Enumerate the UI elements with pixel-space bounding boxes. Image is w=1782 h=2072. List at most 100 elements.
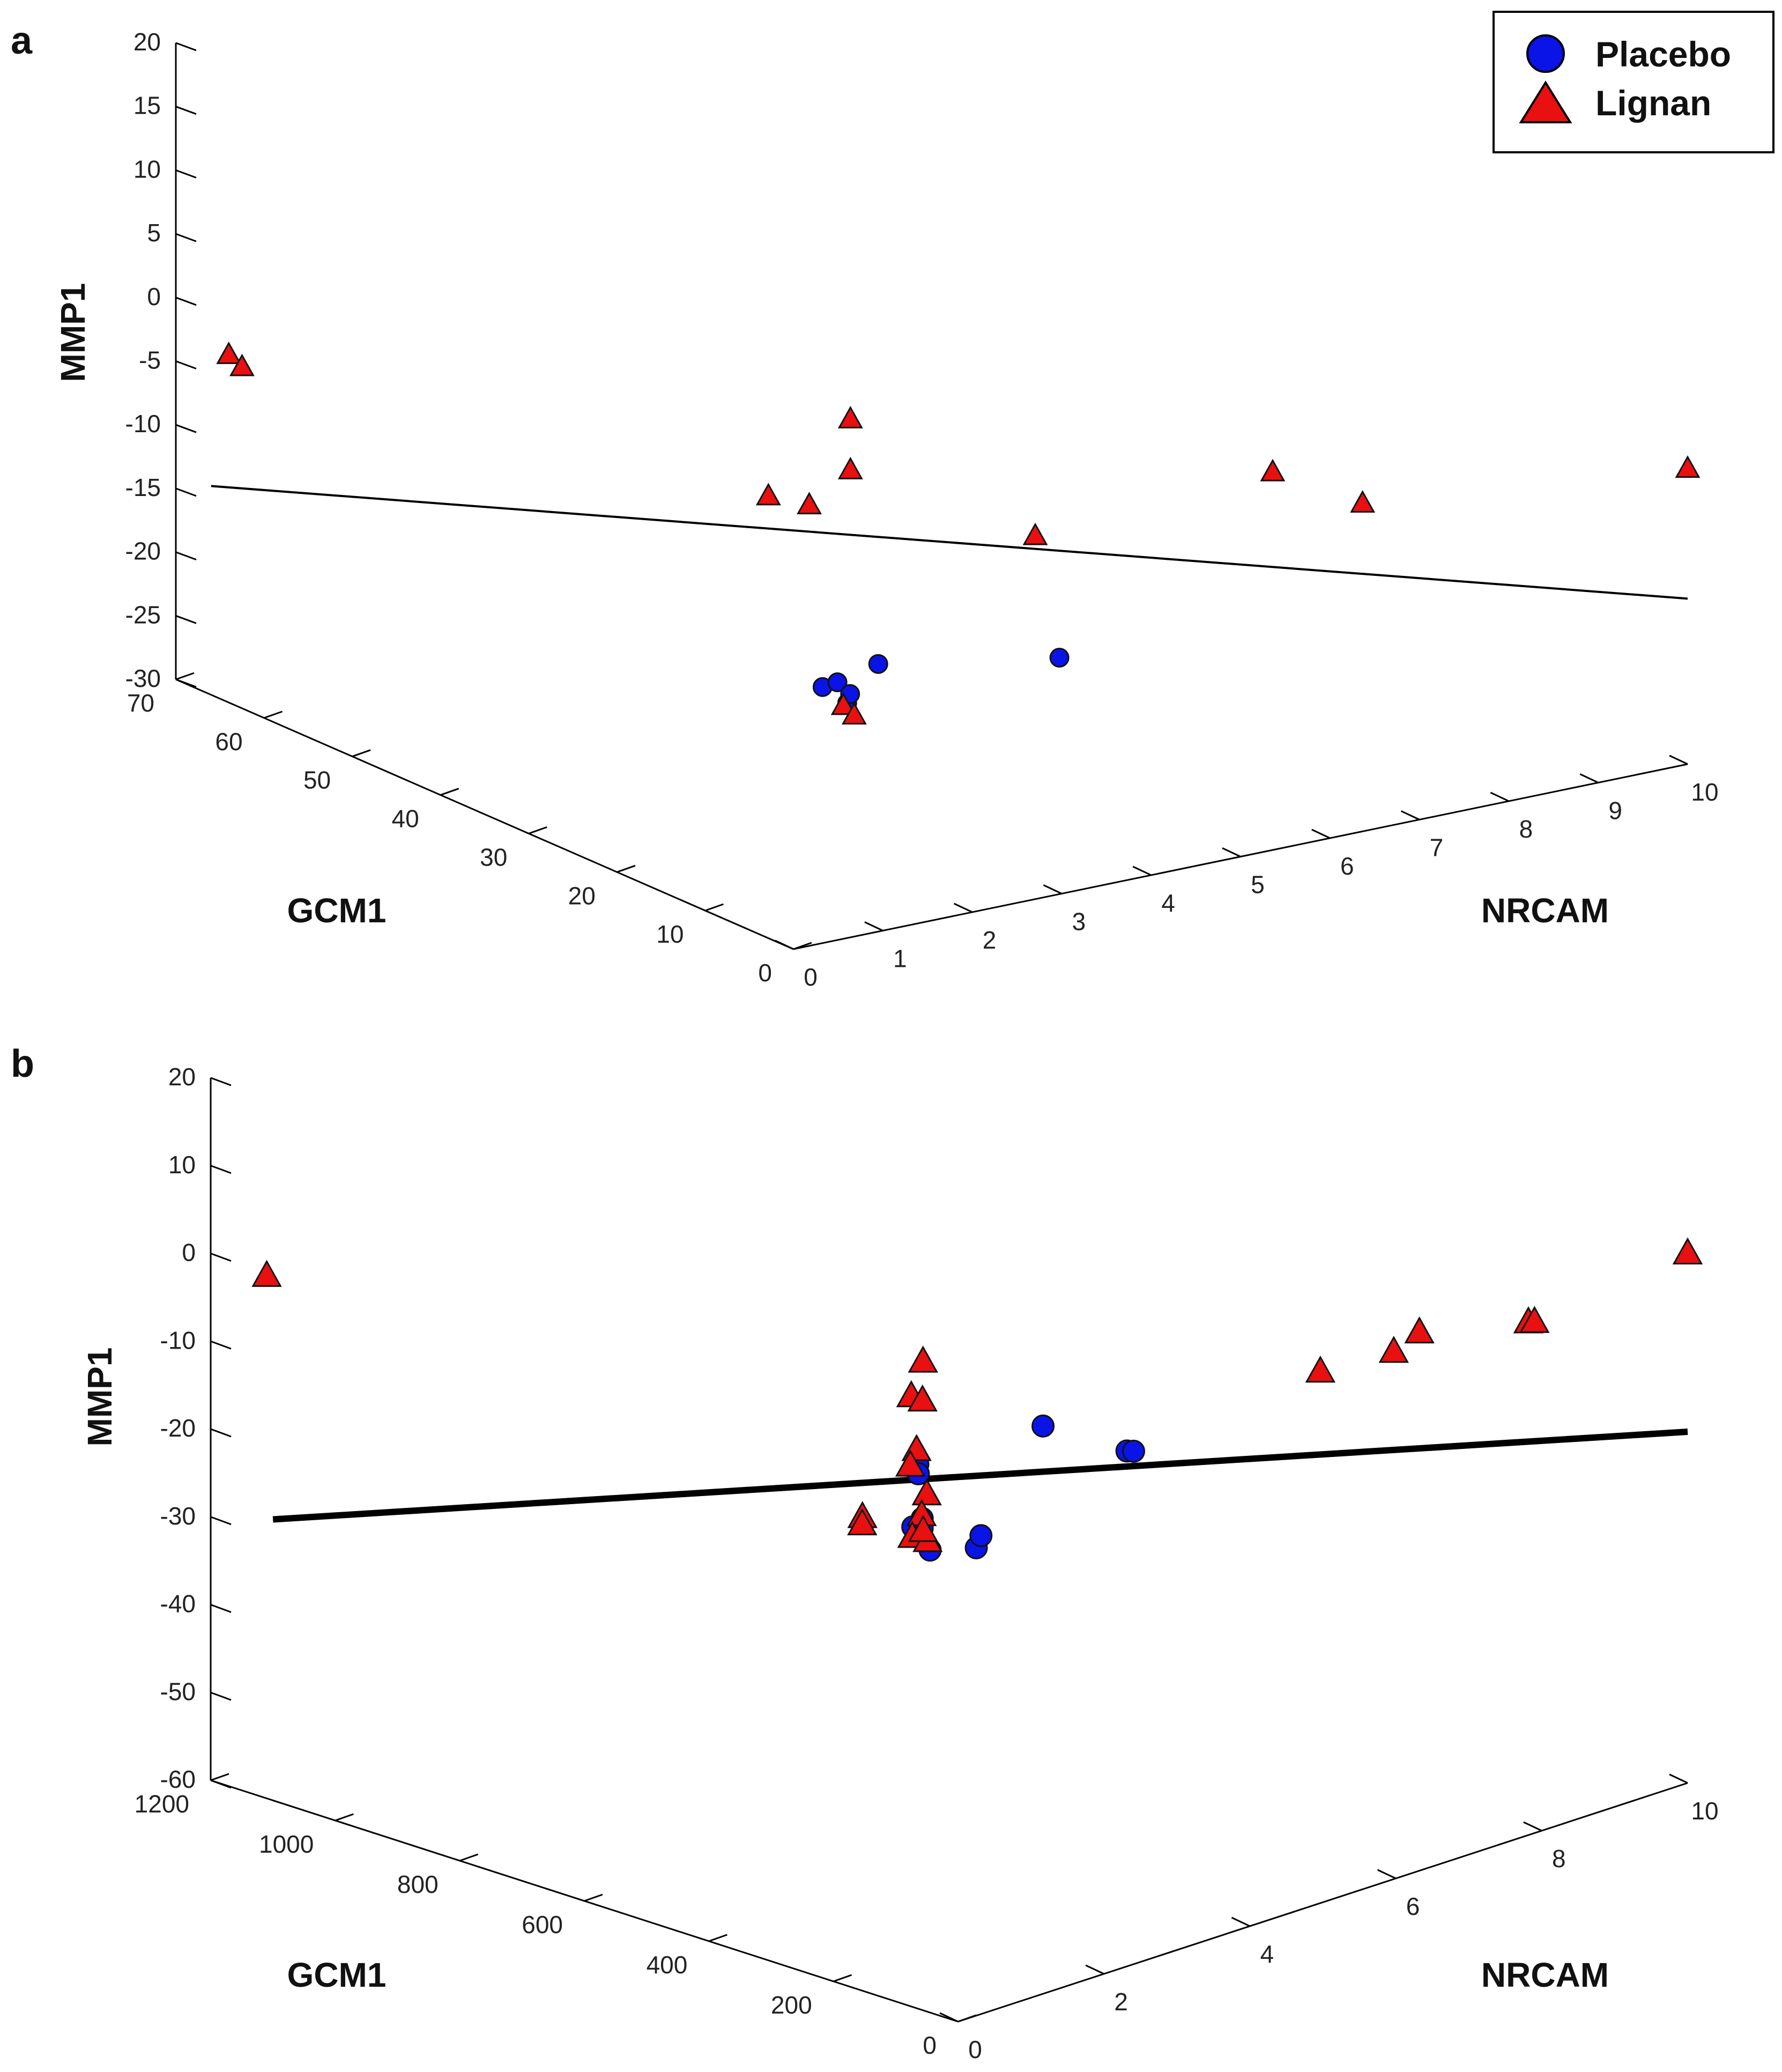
panel-a-y-tick [264, 711, 283, 719]
panel-a-x-tick [775, 939, 794, 950]
panel-b-placebo-point [1122, 1439, 1146, 1463]
panel-a-points [216, 341, 1701, 725]
panel-b-y-tick [833, 1974, 852, 1982]
panel-a-y-tick-label: 30 [480, 843, 507, 871]
panel-a-x-tick-label: 2 [983, 926, 997, 954]
panel-a-z-tick [175, 487, 197, 497]
panel-a-z-tick [175, 424, 197, 433]
panel-a-xlabel: NRCAM [1481, 891, 1609, 930]
panel-b-y-tick-label: 1000 [259, 1830, 314, 1858]
panel-b-z-tick-label: 20 [168, 1063, 196, 1091]
panel-b-lignan-point [1672, 1237, 1703, 1264]
panel-b-y-tick-label: 200 [771, 1991, 812, 2019]
panel-a-x-tick [1400, 810, 1420, 820]
panel-a-lignan-point [755, 483, 781, 506]
legend-placebo-label: Placebo [1595, 34, 1731, 74]
panel-b-x-tick [1669, 1773, 1688, 1784]
panel-b-z-tick-label: -60 [160, 1765, 196, 1793]
panel-b-z-tick-label: -10 [160, 1326, 196, 1354]
panel-b-placebo-point [969, 1524, 993, 1548]
panel-a-y-axis-line [175, 678, 794, 950]
panel-a-z-tick [175, 42, 197, 51]
panel-a-z-tick-label: 5 [147, 219, 161, 247]
panel-b-x-tick [1377, 1869, 1397, 1879]
panel-b-lignan-point [1378, 1335, 1409, 1363]
panel-a-x-tick [953, 902, 973, 913]
panel-a-z-tick-label: -5 [139, 346, 161, 374]
panel-a-y-tick [704, 903, 724, 912]
panel-a-x-tick [1043, 884, 1063, 894]
legend-lignan-label: Lignan [1595, 83, 1711, 123]
panel-b-x-tick-label: 2 [1114, 1988, 1128, 2016]
panel-a-z-tick [175, 551, 197, 561]
panel-b-y-tick-label: 0 [923, 2031, 937, 2059]
panel-a-y-tick [528, 826, 547, 834]
panel-a-y-tick [617, 864, 636, 873]
panel-b-placebo-point [1031, 1414, 1055, 1438]
panel-a-x-tick-label: 6 [1340, 852, 1354, 880]
panel-a-z-tick-label: -30 [125, 664, 161, 692]
panel-a-x-tick [1311, 828, 1331, 839]
panel-a-x-tick-label: 7 [1430, 834, 1444, 862]
panel-a-lignan-point [1675, 455, 1701, 478]
panel-a-lignan-point [797, 492, 822, 515]
panel-a-x-tick [1222, 847, 1241, 857]
panel-b-x-axis-line [957, 1782, 1688, 2023]
panel-b-y-tick [584, 1893, 603, 1902]
panel-a-z-tick [175, 106, 197, 115]
panel-a-z-tick [175, 297, 197, 306]
panel-b: b 20100-10-20-30-40-50-60020040060080010… [11, 1042, 1719, 2063]
panel-a-lignan-point [837, 456, 863, 479]
panel-b-z-tick [210, 1428, 232, 1438]
panel-a-lignan-point [841, 702, 867, 725]
panel-a-lignan-point [216, 341, 242, 364]
panel-a: a 20151050-5-10-15-20-25-300102030405060… [11, 11, 1774, 991]
panel-a-placebo-point [1049, 647, 1070, 668]
panel-a-z-tick-label: -15 [125, 473, 161, 501]
legend-box [1493, 11, 1774, 153]
panel-a-x-tick [1490, 791, 1510, 802]
panel-b-z-tick-label: 10 [168, 1151, 196, 1179]
panel-a-x-tick-label: 8 [1519, 815, 1533, 843]
panel-b-x-tick [1231, 1916, 1251, 1927]
panel-a-lignan-point [830, 692, 856, 715]
panel-b-x-tick-label: 4 [1260, 1940, 1274, 1968]
panel-a-x-tick-label: 5 [1251, 871, 1265, 899]
panel-a-lignan-point [1260, 458, 1286, 482]
panel-a-lignan-point [229, 353, 255, 376]
panel-a-y-tick-label: 20 [568, 882, 596, 909]
panel-a-x-tick-label: 3 [1072, 908, 1086, 936]
panel-b-y-tick [708, 1934, 727, 1942]
panel-a-z-tick-label: 15 [133, 92, 161, 120]
panel-b-lignan-point [847, 1508, 878, 1536]
panel-b-lignan-point [908, 1345, 938, 1373]
panel-b-x-tick [939, 2012, 959, 2023]
panel-b-y-tick-label: 600 [522, 1911, 563, 1938]
panel-b-z-tick [210, 1340, 232, 1350]
panel-b-points [251, 1237, 1703, 1562]
panel-b-z-tick [210, 1253, 232, 1262]
panel-a-ylabel: GCM1 [287, 891, 387, 930]
panel-a-y-tick [175, 672, 195, 680]
panel-b-z-tick-label: -20 [160, 1414, 196, 1442]
panel-b-label: b [11, 1042, 34, 1085]
panel-b-y-tick-label: 1200 [135, 1790, 189, 1818]
panel-b-fit-line [272, 1429, 1688, 1523]
panel-a-x-tick-label: 4 [1161, 889, 1175, 917]
panel-b-y-tick [210, 1773, 229, 1781]
panel-b-axes: 20100-10-20-30-40-50-6002004006008001000… [135, 1063, 1719, 2063]
panel-a-fit-line [211, 485, 1688, 600]
panel-b-x-tick-label: 6 [1406, 1892, 1420, 1920]
panel-a-regression-line [211, 485, 1688, 600]
legend: Placebo Lignan [1493, 11, 1774, 153]
panel-b-lignan-point [251, 1260, 282, 1287]
panel-b-xlabel: NRCAM [1481, 1956, 1609, 1994]
panel-b-lignan-point [1404, 1316, 1435, 1344]
panel-b-lignan-point [908, 1515, 939, 1542]
panel-b-z-tick-label: -40 [160, 1590, 196, 1618]
legend-lignan-marker [1519, 80, 1572, 123]
panel-a-z-tick-label: 10 [133, 155, 161, 183]
panel-b-lignan-point [1519, 1306, 1550, 1333]
panel-b-lignan-point [1305, 1355, 1336, 1383]
panel-b-lignan-point [911, 1478, 942, 1506]
